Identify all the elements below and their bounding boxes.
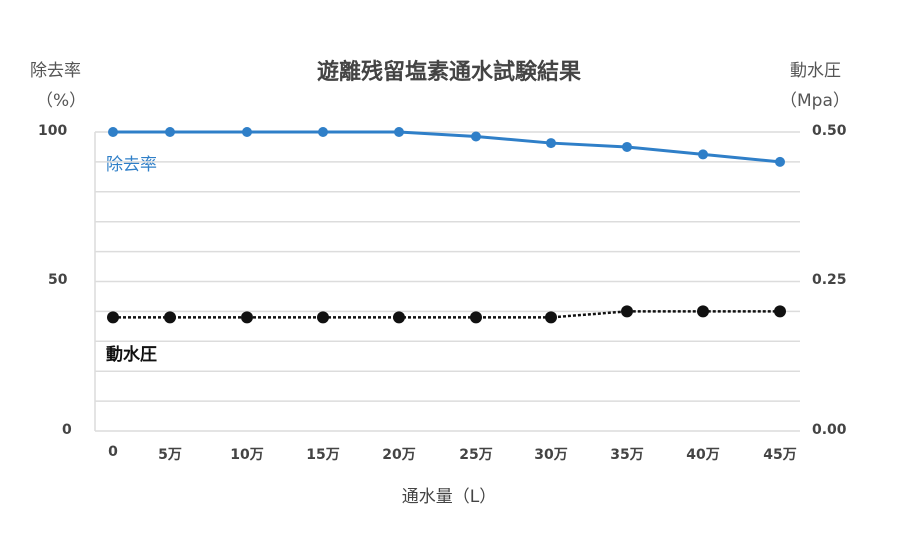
data-point-0-8: [698, 149, 708, 160]
data-point-1-0: [107, 311, 119, 324]
data-point-0-9: [775, 156, 785, 167]
right-tick-050: 0.50: [812, 123, 847, 139]
right-tick-000: 0.00: [812, 422, 847, 438]
left-tick-50: 50: [48, 272, 68, 288]
data-point-0-4: [394, 127, 404, 137]
data-point-0-3: [318, 127, 328, 137]
left-tick-100: 100: [38, 123, 68, 139]
data-point-1-6: [545, 311, 557, 324]
x-tick-label: 20万: [382, 447, 416, 463]
left-axis-label: 除去率: [30, 61, 81, 81]
data-point-1-2: [241, 311, 253, 324]
right-axis-label: 動水圧: [790, 61, 841, 81]
x-axis-label: 通水量（L）: [401, 487, 497, 507]
series-label-pressure: 動水圧: [106, 345, 157, 365]
x-tick-label: 0: [108, 444, 118, 460]
data-point-1-8: [697, 305, 709, 318]
data-point-1-7: [621, 305, 633, 318]
data-point-0-6: [546, 138, 556, 149]
data-point-1-5: [470, 311, 482, 324]
right-axis-unit: （Mpa）: [780, 91, 850, 111]
x-tick-label: 10万: [230, 447, 264, 463]
data-point-0-0: [108, 127, 118, 137]
x-tick-label: 40万: [686, 447, 720, 463]
left-axis-unit: （%）: [36, 91, 87, 111]
data-point-0-2: [242, 127, 252, 137]
x-tick-label: 30万: [534, 447, 568, 463]
data-point-1-4: [393, 311, 405, 324]
data-point-0-7: [622, 141, 632, 152]
data-point-0-1: [165, 127, 175, 137]
data-point-1-1: [164, 311, 176, 324]
series-line-1: [113, 310, 780, 319]
x-tick-label: 35万: [610, 447, 644, 463]
x-tick-label: 5万: [158, 447, 182, 463]
x-tick-label: 15万: [306, 447, 340, 463]
data-point-1-9: [774, 305, 786, 318]
left-tick-0: 0: [62, 422, 72, 438]
chart-title: 遊離残留塩素通水試験結果: [316, 60, 581, 85]
data-point-0-5: [471, 131, 481, 142]
series-label-removal-rate: 除去率: [106, 155, 157, 175]
right-tick-025: 0.25: [812, 272, 847, 288]
series-line-0: [113, 130, 781, 164]
x-tick-label: 45万: [763, 447, 797, 463]
x-tick-label: 25万: [459, 447, 493, 463]
data-point-1-3: [317, 311, 329, 324]
